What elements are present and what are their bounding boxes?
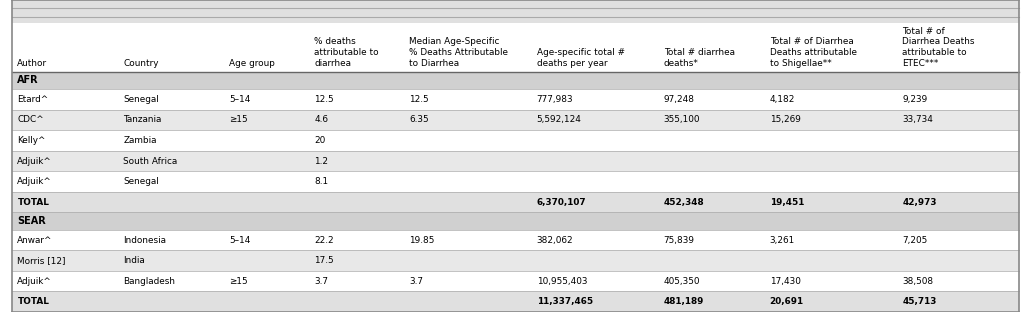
Text: 481,189: 481,189 [664, 297, 705, 306]
Text: 75,839: 75,839 [664, 236, 694, 245]
Text: 1.2: 1.2 [314, 157, 328, 166]
Bar [12, 89, 1019, 110]
Text: % deaths
attributable to
diarrhea: % deaths attributable to diarrhea [314, 37, 379, 68]
Text: Adjuik^: Adjuik^ [17, 157, 52, 166]
Text: Total # of
Diarrhea Deaths
attributable to
ETEC***: Total # of Diarrhea Deaths attributable … [902, 27, 975, 68]
Text: 19.85: 19.85 [410, 236, 435, 245]
Bar [12, 22, 1019, 72]
Text: SEAR: SEAR [17, 216, 46, 226]
Text: Adjuik^: Adjuik^ [17, 277, 52, 286]
Text: 405,350: 405,350 [664, 277, 700, 286]
Text: Zambia: Zambia [123, 136, 157, 145]
Text: 12.5: 12.5 [410, 95, 429, 104]
Text: 97,248: 97,248 [664, 95, 694, 104]
Text: 20,691: 20,691 [770, 297, 804, 306]
Bar [12, 192, 1019, 212]
Text: Bangladesh: Bangladesh [123, 277, 175, 286]
Text: 11,337,465: 11,337,465 [537, 297, 593, 306]
Text: 33,734: 33,734 [902, 115, 933, 124]
Text: Adjuik^: Adjuik^ [17, 177, 52, 186]
Text: Median Age-Specific
% Deaths Attributable
to Diarrhea: Median Age-Specific % Deaths Attributabl… [410, 37, 509, 68]
Text: ≥15: ≥15 [229, 277, 248, 286]
Text: 38,508: 38,508 [902, 277, 933, 286]
Bar [12, 130, 1019, 151]
Text: AFR: AFR [17, 76, 39, 85]
Text: 382,062: 382,062 [537, 236, 573, 245]
Text: TOTAL: TOTAL [17, 297, 49, 306]
Text: 452,348: 452,348 [664, 197, 705, 207]
Text: ≥15: ≥15 [229, 115, 248, 124]
Bar [12, 171, 1019, 192]
Text: 42,973: 42,973 [902, 197, 937, 207]
Text: Indonesia: Indonesia [123, 236, 166, 245]
Text: 5,592,124: 5,592,124 [537, 115, 582, 124]
Bar [12, 251, 1019, 271]
Text: 12.5: 12.5 [314, 95, 334, 104]
Text: Age-specific total #
deaths per year: Age-specific total # deaths per year [537, 48, 625, 68]
Text: 10,955,403: 10,955,403 [537, 277, 587, 286]
Text: Author: Author [17, 59, 47, 68]
Text: 15,269: 15,269 [770, 115, 801, 124]
Bar [12, 72, 1019, 89]
Bar [12, 212, 1019, 230]
Text: 3,261: 3,261 [770, 236, 795, 245]
Text: 6,370,107: 6,370,107 [537, 197, 586, 207]
Bar [12, 230, 1019, 251]
Text: 19,451: 19,451 [770, 197, 804, 207]
Text: 22.2: 22.2 [314, 236, 334, 245]
Text: 17.5: 17.5 [314, 256, 334, 265]
Text: 5–14: 5–14 [229, 95, 251, 104]
Text: CDC^: CDC^ [17, 115, 44, 124]
Text: Total # of Diarrhea
Deaths attributable
to Shigellae**: Total # of Diarrhea Deaths attributable … [770, 37, 857, 68]
Text: 6.35: 6.35 [410, 115, 429, 124]
Text: 4.6: 4.6 [314, 115, 328, 124]
Text: South Africa: South Africa [123, 157, 177, 166]
Text: 9,239: 9,239 [902, 95, 928, 104]
Text: Etard^: Etard^ [17, 95, 48, 104]
Text: Total # diarrhea
deaths*: Total # diarrhea deaths* [664, 48, 735, 68]
Text: 7,205: 7,205 [902, 236, 928, 245]
Text: 3.7: 3.7 [410, 277, 424, 286]
Text: 3.7: 3.7 [314, 277, 328, 286]
Text: 45,713: 45,713 [902, 297, 937, 306]
Text: 17,430: 17,430 [770, 277, 801, 286]
Text: 777,983: 777,983 [537, 95, 573, 104]
Text: 20: 20 [314, 136, 326, 145]
Text: TOTAL: TOTAL [17, 197, 49, 207]
Text: Senegal: Senegal [123, 95, 159, 104]
Bar [12, 110, 1019, 130]
Text: Kelly^: Kelly^ [17, 136, 46, 145]
Text: 4,182: 4,182 [770, 95, 795, 104]
Text: 5–14: 5–14 [229, 236, 251, 245]
Text: Age group: Age group [229, 59, 275, 68]
Text: Country: Country [123, 59, 159, 68]
Text: Tanzania: Tanzania [123, 115, 162, 124]
Bar [12, 151, 1019, 171]
Bar [12, 291, 1019, 312]
Bar [12, 0, 1019, 22]
Text: 8.1: 8.1 [314, 177, 329, 186]
Text: India: India [123, 256, 145, 265]
Text: Morris [12]: Morris [12] [17, 256, 66, 265]
Text: Senegal: Senegal [123, 177, 159, 186]
Bar [12, 271, 1019, 291]
Text: 355,100: 355,100 [664, 115, 700, 124]
Text: Anwar^: Anwar^ [17, 236, 53, 245]
